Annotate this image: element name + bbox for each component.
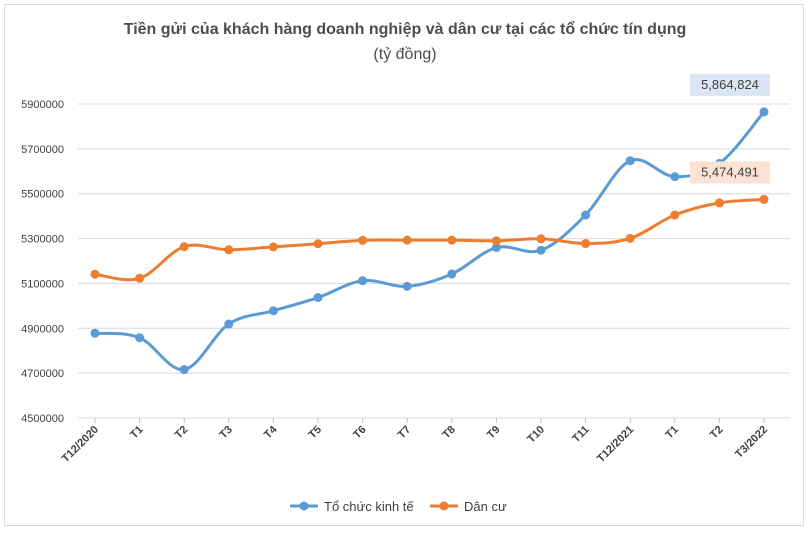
data-point xyxy=(536,234,546,244)
y-tick-label: 5100000 xyxy=(21,278,64,290)
data-point xyxy=(358,276,368,286)
y-tick-label: 4700000 xyxy=(21,368,64,380)
data-point xyxy=(90,328,100,338)
x-tick-label: T1 xyxy=(663,424,681,442)
legend-label: Tổ chức kinh tế xyxy=(324,499,414,514)
x-tick-label: T6 xyxy=(351,424,369,442)
x-tick-label: T4 xyxy=(262,423,280,441)
data-point xyxy=(402,235,412,245)
callout-label: 5,474,491 xyxy=(701,164,759,179)
x-tick-label: T2 xyxy=(173,424,191,442)
series-line-1 xyxy=(93,197,766,282)
chart-frame xyxy=(4,4,804,526)
data-point xyxy=(670,172,680,182)
data-point xyxy=(759,107,769,117)
callout-box xyxy=(690,161,770,184)
x-tick-label: T9 xyxy=(485,424,503,442)
data-point xyxy=(447,269,457,279)
x-tick-label: T2 xyxy=(708,424,726,442)
data-point xyxy=(268,242,278,252)
data-point xyxy=(625,156,635,166)
y-tick-label: 5700000 xyxy=(21,144,64,156)
data-point xyxy=(90,269,100,279)
data-point xyxy=(536,245,546,255)
x-tick-label: T12/2021 xyxy=(595,424,636,465)
legend-label: Dân cư xyxy=(464,499,507,514)
callouts: 5,864,824 5,474,491 xyxy=(690,73,770,184)
x-tick-label: T7 xyxy=(396,424,414,442)
chart-title: Tiền gửi của khách hàng doanh nghiệp và … xyxy=(124,20,687,38)
legend: Tổ chức kinh tế Dân cư xyxy=(290,499,507,514)
data-point xyxy=(358,235,368,245)
data-point xyxy=(625,233,635,243)
data-point xyxy=(581,210,591,220)
x-axis: T12/2020 T1 T2 T3 T4 T5 T6 T7 T8 T9 T10 T11 T12/2021… xyxy=(60,418,770,465)
data-point xyxy=(670,210,680,220)
callout-label: 5,864,824 xyxy=(701,77,759,92)
data-point xyxy=(313,293,323,303)
series-group xyxy=(90,107,769,375)
data-point xyxy=(447,235,457,245)
x-tick-label: T5 xyxy=(307,424,325,442)
x-tick-label: T1 xyxy=(128,424,146,442)
data-point xyxy=(135,273,145,283)
data-point xyxy=(268,306,278,316)
x-tick-label: T11 xyxy=(570,424,591,445)
data-point xyxy=(759,194,769,204)
data-point xyxy=(224,319,234,329)
y-tick-label: 5900000 xyxy=(21,99,64,111)
data-point xyxy=(714,198,724,208)
x-tick-label: T3 xyxy=(217,424,235,442)
data-point xyxy=(224,245,234,255)
gridlines xyxy=(78,103,790,419)
y-axis: 4500000 4700000 4900000 5100000 5300000 55000… xyxy=(21,99,64,425)
y-tick-label: 5300000 xyxy=(21,234,64,246)
legend-marker xyxy=(299,501,309,511)
callout-box xyxy=(690,73,770,96)
data-point xyxy=(179,365,189,375)
series-line-0 xyxy=(93,110,766,372)
y-tick-label: 4900000 xyxy=(21,323,64,335)
x-tick-label: T3/2022 xyxy=(733,424,770,461)
data-point xyxy=(313,239,323,249)
data-point xyxy=(402,281,412,291)
legend-marker xyxy=(439,501,449,511)
data-point xyxy=(491,243,501,253)
chart-subtitle: (tỷ đồng) xyxy=(373,46,436,63)
data-point xyxy=(135,333,145,343)
data-point xyxy=(491,236,501,246)
x-tick-label: T8 xyxy=(440,424,458,442)
data-point xyxy=(581,239,591,249)
y-tick-label: 5500000 xyxy=(21,189,64,201)
x-tick-label: T10 xyxy=(525,424,547,446)
data-point xyxy=(179,242,189,252)
y-tick-label: 4500000 xyxy=(21,413,64,425)
x-tick-label: T12/2020 xyxy=(60,424,101,465)
